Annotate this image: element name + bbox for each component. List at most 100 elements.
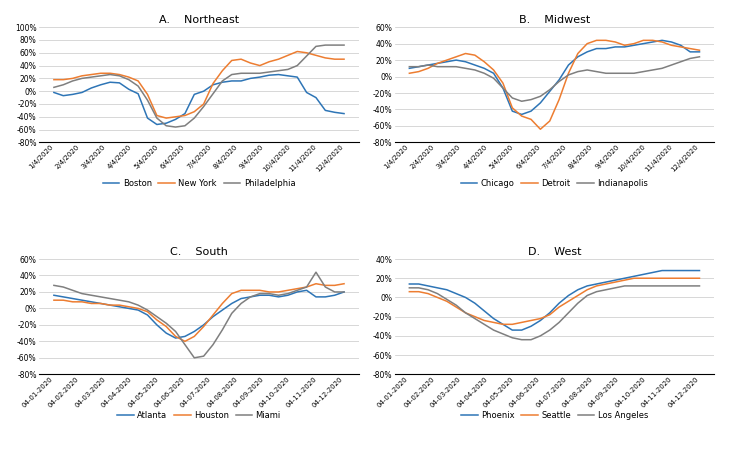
Chicago bbox=[582, 49, 591, 55]
Atlanta bbox=[237, 296, 246, 301]
Phoenix bbox=[677, 268, 685, 273]
Los Angeles bbox=[592, 289, 601, 294]
Houston bbox=[50, 297, 58, 303]
Boston bbox=[152, 122, 161, 127]
Los Angeles bbox=[545, 327, 554, 333]
Phoenix bbox=[648, 270, 657, 275]
Los Angeles bbox=[658, 283, 666, 289]
Boston bbox=[199, 89, 208, 94]
Atlanta bbox=[143, 312, 152, 318]
Detroit bbox=[508, 105, 517, 111]
Los Angeles bbox=[508, 335, 517, 341]
Boston bbox=[77, 90, 86, 95]
Legend: Chicago, Detroit, Indianapolis: Chicago, Detroit, Indianapolis bbox=[458, 176, 651, 191]
Phoenix bbox=[526, 324, 535, 329]
Atlanta bbox=[181, 334, 190, 339]
Boston bbox=[181, 111, 190, 116]
Philadelphia bbox=[246, 71, 255, 76]
Detroit bbox=[582, 41, 591, 46]
Atlanta bbox=[69, 296, 77, 301]
Houston bbox=[255, 287, 264, 293]
Los Angeles bbox=[461, 310, 470, 315]
New York bbox=[143, 92, 152, 97]
Atlanta bbox=[77, 297, 86, 303]
Philadelphia bbox=[59, 82, 68, 88]
Philadelphia bbox=[125, 77, 133, 83]
Line: Los Angeles: Los Angeles bbox=[410, 286, 700, 340]
Atlanta bbox=[115, 304, 124, 309]
Boston bbox=[96, 82, 105, 88]
Detroit bbox=[545, 118, 554, 124]
Title: A.    Northeast: A. Northeast bbox=[159, 15, 239, 25]
Indianapolis bbox=[414, 64, 423, 69]
Chicago bbox=[611, 44, 620, 50]
Phoenix bbox=[686, 268, 695, 273]
Detroit bbox=[592, 38, 601, 43]
Detroit bbox=[489, 67, 498, 73]
Atlanta bbox=[208, 314, 217, 319]
Boston bbox=[265, 73, 273, 78]
Houston bbox=[59, 297, 68, 303]
Phoenix bbox=[405, 281, 414, 287]
Boston bbox=[59, 93, 68, 98]
Title: C.    South: C. South bbox=[170, 247, 228, 257]
Boston bbox=[340, 111, 348, 116]
Seattle bbox=[686, 275, 695, 281]
Philadelphia bbox=[115, 73, 124, 78]
Atlanta bbox=[162, 330, 171, 336]
Philadelphia bbox=[340, 42, 348, 48]
Seattle bbox=[499, 322, 507, 327]
Houston bbox=[77, 299, 86, 305]
Boston bbox=[227, 78, 236, 84]
Los Angeles bbox=[555, 319, 564, 325]
Boston bbox=[125, 86, 133, 92]
Title: D.    West: D. West bbox=[528, 247, 581, 257]
Philadelphia bbox=[152, 115, 161, 121]
Los Angeles bbox=[686, 283, 695, 289]
Atlanta bbox=[227, 301, 236, 306]
Boston bbox=[311, 95, 320, 101]
Phoenix bbox=[443, 287, 451, 292]
Houston bbox=[152, 317, 161, 323]
Line: Phoenix: Phoenix bbox=[410, 270, 700, 330]
Phoenix bbox=[574, 287, 582, 292]
Miami bbox=[143, 308, 152, 313]
Chicago bbox=[536, 100, 545, 106]
Philadelphia bbox=[255, 71, 264, 76]
Indianapolis bbox=[536, 94, 545, 99]
Los Angeles bbox=[536, 333, 545, 339]
Atlanta bbox=[311, 294, 320, 300]
New York bbox=[284, 53, 292, 58]
Seattle bbox=[536, 316, 545, 321]
New York bbox=[274, 56, 283, 62]
Atlanta bbox=[321, 294, 330, 300]
Phoenix bbox=[695, 268, 704, 273]
Chicago bbox=[480, 66, 488, 71]
Miami bbox=[293, 287, 302, 293]
Atlanta bbox=[190, 329, 199, 334]
Seattle bbox=[592, 283, 601, 289]
Miami bbox=[227, 311, 236, 316]
Chicago bbox=[677, 43, 685, 48]
New York bbox=[69, 76, 77, 81]
Philadelphia bbox=[321, 42, 330, 48]
Seattle bbox=[620, 277, 629, 283]
Phoenix bbox=[480, 308, 488, 313]
Phoenix bbox=[564, 293, 573, 298]
Houston bbox=[303, 284, 311, 290]
Atlanta bbox=[59, 294, 68, 300]
Miami bbox=[59, 284, 68, 290]
Houston bbox=[340, 281, 348, 286]
Houston bbox=[106, 302, 114, 308]
New York bbox=[227, 58, 236, 63]
Miami bbox=[125, 299, 133, 305]
Phoenix bbox=[499, 322, 507, 327]
New York bbox=[340, 56, 348, 62]
Los Angeles bbox=[443, 297, 451, 302]
Miami bbox=[303, 284, 311, 290]
Seattle bbox=[555, 304, 564, 310]
Miami bbox=[87, 292, 95, 298]
Boston bbox=[321, 108, 330, 113]
Phoenix bbox=[536, 318, 545, 323]
Miami bbox=[190, 355, 199, 361]
